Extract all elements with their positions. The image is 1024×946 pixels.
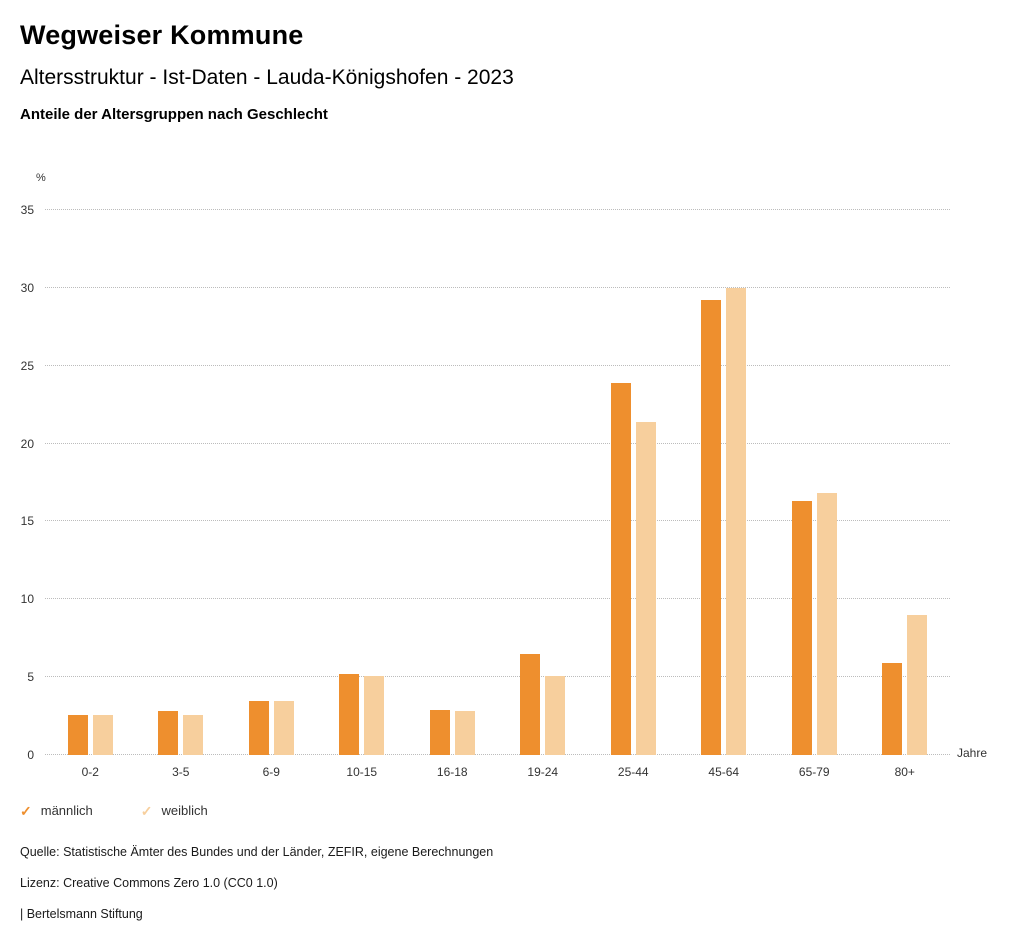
x-axis-label: 0-2 [81,765,99,779]
legend-label: weiblich [161,803,208,818]
bar-maennlich[interactable] [248,700,269,755]
y-tick-label: 0 [27,748,34,762]
source-note: Quelle: Statistische Ämter des Bundes un… [20,845,494,859]
chart-heading: Anteile der Altersgruppen nach Geschlech… [20,106,328,123]
bar-group: 19-24 [520,210,566,779]
legend-item-maennlich[interactable]: ✓ männlich [20,803,93,818]
gridline [45,676,950,678]
gridline [45,442,950,444]
y-tick-label: 15 [20,514,34,529]
y-tick-label: 10 [20,592,34,607]
bar-weiblich[interactable] [364,675,385,755]
check-icon: ✓ [140,802,153,819]
y-tick-label: 35 [20,203,34,217]
bar-maennlich[interactable] [701,300,722,755]
bar-group: 10-15 [339,210,385,779]
bar-weiblich[interactable] [545,675,566,755]
bar-weiblich[interactable] [273,700,294,755]
bar-weiblich[interactable] [726,287,747,755]
legend-item-weiblich[interactable]: ✓ weiblich [141,803,208,818]
bar-groups: 0-2 3-5 6-9 10-15 16-18 19-24 25-44 45-64 65-79 8… [45,210,950,779]
bar-group: 45-64 [701,210,747,779]
x-axis-label: 80+ [894,765,915,779]
x-axis-label: 25-44 [617,765,649,779]
bar-weiblich[interactable] [816,493,837,755]
bar-maennlich[interactable] [610,382,631,755]
gridline [45,754,950,755]
y-axis-ticks: 0 5 10 15 20 25 30 35 [0,203,34,762]
legend: ✓ männlich ✓ weiblich [20,803,208,818]
page-title: Wegweiser Kommune [20,20,304,50]
x-axis-unit-label: Jahre [957,746,988,760]
gridline [45,286,950,288]
y-axis-unit-label: % [36,172,46,184]
check-icon: ✓ [20,802,32,819]
bar-group: 16-18 [429,210,475,779]
y-tick-label: 25 [20,358,34,373]
y-tick-label: 20 [20,436,34,451]
bar-maennlich[interactable] [158,711,179,755]
gridline [45,364,950,366]
bar-maennlich[interactable] [791,501,812,755]
x-axis-label: 10-15 [346,765,378,779]
license-note: Lizenz: Creative Commons Zero 1.0 (CC0 1… [20,876,278,890]
x-axis-label: 16-18 [436,765,468,779]
plot-area: 0-2 3-5 6-9 10-15 16-18 19-24 25-44 45-64 65-79 8… [45,209,950,779]
bar-weiblich[interactable] [454,711,475,755]
gridline [45,520,950,522]
y-tick-label: 5 [27,670,34,685]
bar-group: 3-5 [158,210,204,779]
bar-maennlich[interactable] [520,653,541,755]
x-axis-label: 6-9 [262,765,280,779]
gridline [45,209,950,210]
bar-maennlich[interactable] [882,663,903,755]
x-axis-label: 65-79 [798,765,830,779]
bar-group: 25-44 [610,210,656,779]
bar-maennlich[interactable] [429,709,450,755]
bar-group: 80+ [882,210,928,779]
bar-group: 65-79 [791,210,837,779]
x-axis-label: 3-5 [172,765,190,779]
bar-weiblich[interactable] [92,714,113,755]
attribution-note: | Bertelsmann Stiftung [20,907,143,921]
x-axis-label: 45-64 [708,765,740,779]
bar-maennlich[interactable] [339,674,360,755]
x-axis-label: 19-24 [527,765,559,779]
y-tick-label: 30 [20,280,34,295]
gridline [45,598,950,600]
bar-maennlich[interactable] [67,714,88,755]
bar-group: 0-2 [67,210,113,779]
legend-label: männlich [40,803,93,818]
bar-weiblich[interactable] [635,421,656,755]
bar-weiblich[interactable] [907,614,928,755]
bar-group: 6-9 [248,210,294,779]
chart-subtitle: Altersstruktur - Ist-Daten - Lauda-König… [20,66,514,89]
bar-weiblich[interactable] [183,714,204,755]
